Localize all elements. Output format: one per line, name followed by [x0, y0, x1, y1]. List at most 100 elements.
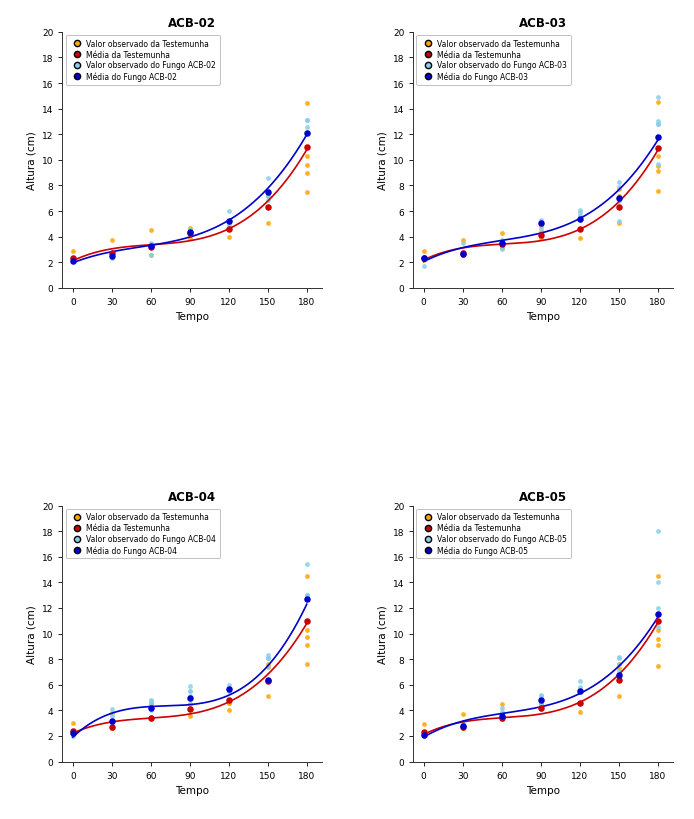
Y-axis label: Altura (cm): Altura (cm) — [378, 131, 387, 190]
Point — [301, 614, 312, 627]
Point — [652, 602, 663, 615]
Point — [184, 691, 195, 704]
Point — [262, 658, 273, 671]
Point — [301, 167, 312, 180]
Point — [457, 718, 468, 731]
Point — [67, 727, 78, 740]
Y-axis label: Altura (cm): Altura (cm) — [378, 604, 387, 663]
Point — [496, 238, 507, 251]
Point — [145, 240, 156, 253]
Point — [223, 223, 235, 236]
Point — [67, 254, 78, 267]
Point — [145, 694, 156, 707]
Point — [535, 703, 546, 716]
Point — [145, 241, 156, 254]
Point — [223, 696, 235, 709]
Point — [574, 685, 585, 698]
Point — [496, 698, 507, 711]
Point — [418, 252, 430, 265]
Point — [613, 217, 624, 230]
Point — [457, 238, 468, 251]
Point — [535, 698, 546, 711]
Point — [418, 252, 430, 265]
Point — [574, 696, 585, 709]
Point — [613, 673, 624, 686]
Point — [457, 247, 468, 260]
Point — [418, 245, 430, 258]
Point — [613, 183, 624, 197]
Point — [613, 668, 624, 681]
Point — [67, 255, 78, 268]
Point — [262, 690, 273, 703]
Point — [301, 121, 312, 134]
Point — [145, 704, 156, 717]
Point — [457, 719, 468, 732]
Point — [652, 161, 663, 174]
Point — [574, 696, 585, 709]
Point — [457, 248, 468, 261]
X-axis label: Tempo: Tempo — [526, 785, 560, 795]
Point — [106, 249, 117, 262]
Point — [184, 224, 195, 238]
Point — [418, 730, 430, 743]
Point — [496, 705, 507, 718]
Point — [574, 705, 585, 718]
Point — [574, 213, 585, 226]
Point — [223, 682, 235, 695]
Title: ACB-05: ACB-05 — [519, 491, 567, 504]
Point — [652, 143, 663, 156]
Point — [457, 721, 468, 734]
Point — [67, 727, 78, 740]
Point — [262, 652, 273, 665]
Legend: Valor observado da Testemunha, Média da Testemunha, Valor observado do Fungo ACB: Valor observado da Testemunha, Média da … — [65, 36, 220, 86]
Point — [574, 223, 585, 236]
Point — [262, 660, 273, 673]
Point — [301, 639, 312, 652]
Point — [613, 176, 624, 189]
Point — [535, 698, 546, 711]
Point — [223, 217, 235, 230]
Y-axis label: Altura (cm): Altura (cm) — [26, 131, 36, 190]
Point — [613, 658, 624, 671]
Point — [223, 694, 235, 707]
Point — [184, 224, 195, 238]
Point — [223, 704, 235, 717]
Point — [262, 201, 273, 215]
Point — [67, 717, 78, 730]
Point — [301, 150, 312, 163]
Point — [301, 115, 312, 128]
Point — [457, 722, 468, 735]
Point — [457, 717, 468, 730]
Point — [574, 232, 585, 245]
Point — [145, 240, 156, 253]
Point — [67, 728, 78, 741]
Point — [613, 181, 624, 194]
Point — [613, 215, 624, 229]
Point — [184, 698, 195, 711]
Title: ACB-02: ACB-02 — [169, 17, 217, 30]
Point — [652, 525, 663, 538]
Point — [652, 118, 663, 131]
Point — [145, 238, 156, 251]
Point — [262, 190, 273, 203]
Point — [262, 190, 273, 203]
Point — [418, 718, 430, 731]
Point — [535, 215, 546, 228]
Legend: Valor observado da Testemunha, Média da Testemunha, Valor observado do Fungo ACB: Valor observado da Testemunha, Média da … — [416, 509, 570, 559]
Point — [262, 673, 273, 686]
Point — [574, 696, 585, 709]
Point — [574, 681, 585, 694]
Point — [535, 229, 546, 242]
Point — [652, 608, 663, 621]
Point — [535, 229, 546, 242]
Point — [535, 690, 546, 703]
Point — [106, 722, 117, 735]
Point — [301, 115, 312, 128]
Point — [574, 684, 585, 697]
Point — [106, 709, 117, 722]
Point — [301, 570, 312, 583]
Point — [613, 650, 624, 663]
Point — [184, 690, 195, 703]
Point — [301, 589, 312, 602]
Point — [457, 247, 468, 260]
